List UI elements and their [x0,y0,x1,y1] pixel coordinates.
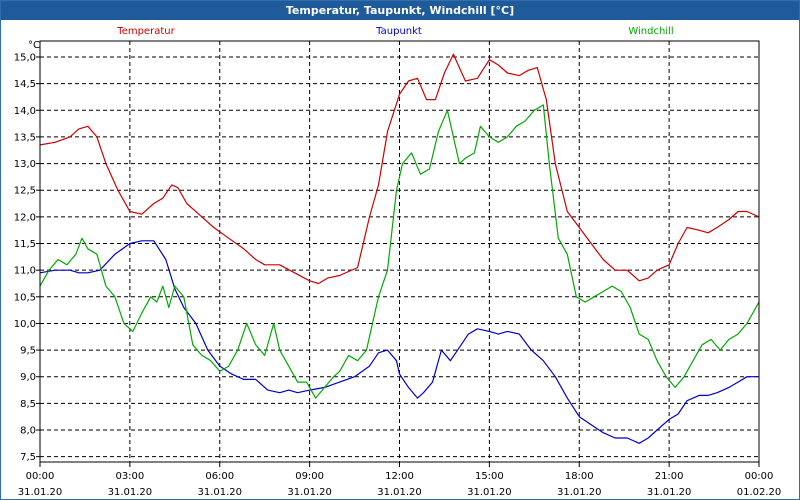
x-tick-time: 18:00 [565,471,594,482]
y-tick-label: 13,5 [14,132,36,143]
legend-item-windchill: Windchill [628,26,673,37]
x-tick-time: 00:00 [26,471,55,482]
chart-title: Temperatur, Taupunkt, Windchill [°C] [1,1,799,20]
y-tick-label: 11,0 [14,266,36,277]
y-tick-label: 10,0 [14,319,36,330]
x-tick-time: 00:00 [745,471,774,482]
y-tick-label: 11,5 [14,239,36,250]
y-tick-label: 8,0 [20,426,36,437]
x-tick-date: 31.01.20 [647,487,692,498]
x-tick-time: 06:00 [205,471,234,482]
y-tick-label: 12,0 [14,212,36,223]
legend: Temperatur Taupunkt Windchill [116,26,673,37]
x-tick-date: 31.01.20 [197,487,242,498]
y-tick-label: 15,0 [14,52,36,63]
x-tick-date: 31.01.20 [557,487,602,498]
legend-item-temperatur: Temperatur [116,26,175,37]
y-tick-label: 13,0 [14,159,36,170]
y-tick-label: 14,0 [14,106,36,117]
y-tick-label: 10,5 [14,292,36,303]
x-axis-ticks: 00:00 31.01.20 03:00 31.01.20 06:00 31.01.20 0… [18,462,782,498]
x-tick-date: 01.02.20 [737,487,782,498]
legend-item-taupunkt: Taupunkt [375,26,422,37]
y-tick-label: 7,5 [20,452,36,463]
y-axis-label: °C [28,40,40,51]
x-tick-time: 21:00 [655,471,684,482]
series-line-temperatur [39,53,760,285]
x-tick-date: 31.01.20 [377,487,422,498]
grid-lines [40,41,759,462]
x-tick-date: 31.01.20 [467,487,512,498]
y-tick-label: 9,5 [20,346,36,357]
chart-area: 7,5 8,0 8,5 9,0 9,5 10,0 10,5 11,0 11,5 12,0 12,5 1… [14,26,782,498]
series-lines [39,53,760,444]
y-axis-ticks: 7,5 8,0 8,5 9,0 9,5 10,0 10,5 11,0 11,5 12,0 12,5 1… [14,52,40,463]
x-tick-date: 31.01.20 [108,487,153,498]
x-tick-time: 12:00 [385,471,414,482]
x-tick-time: 09:00 [295,471,324,482]
x-tick-date: 31.01.20 [18,487,63,498]
x-tick-time: 03:00 [115,471,144,482]
y-tick-label: 12,5 [14,186,36,197]
x-tick-date: 31.01.20 [287,487,332,498]
y-tick-label: 9,0 [20,372,36,383]
y-tick-label: 8,5 [20,399,36,410]
series-line-windchill [39,104,760,399]
series-line-taupunkt [39,240,759,444]
y-tick-label: 14,5 [14,79,36,90]
x-tick-time: 15:00 [475,471,504,482]
